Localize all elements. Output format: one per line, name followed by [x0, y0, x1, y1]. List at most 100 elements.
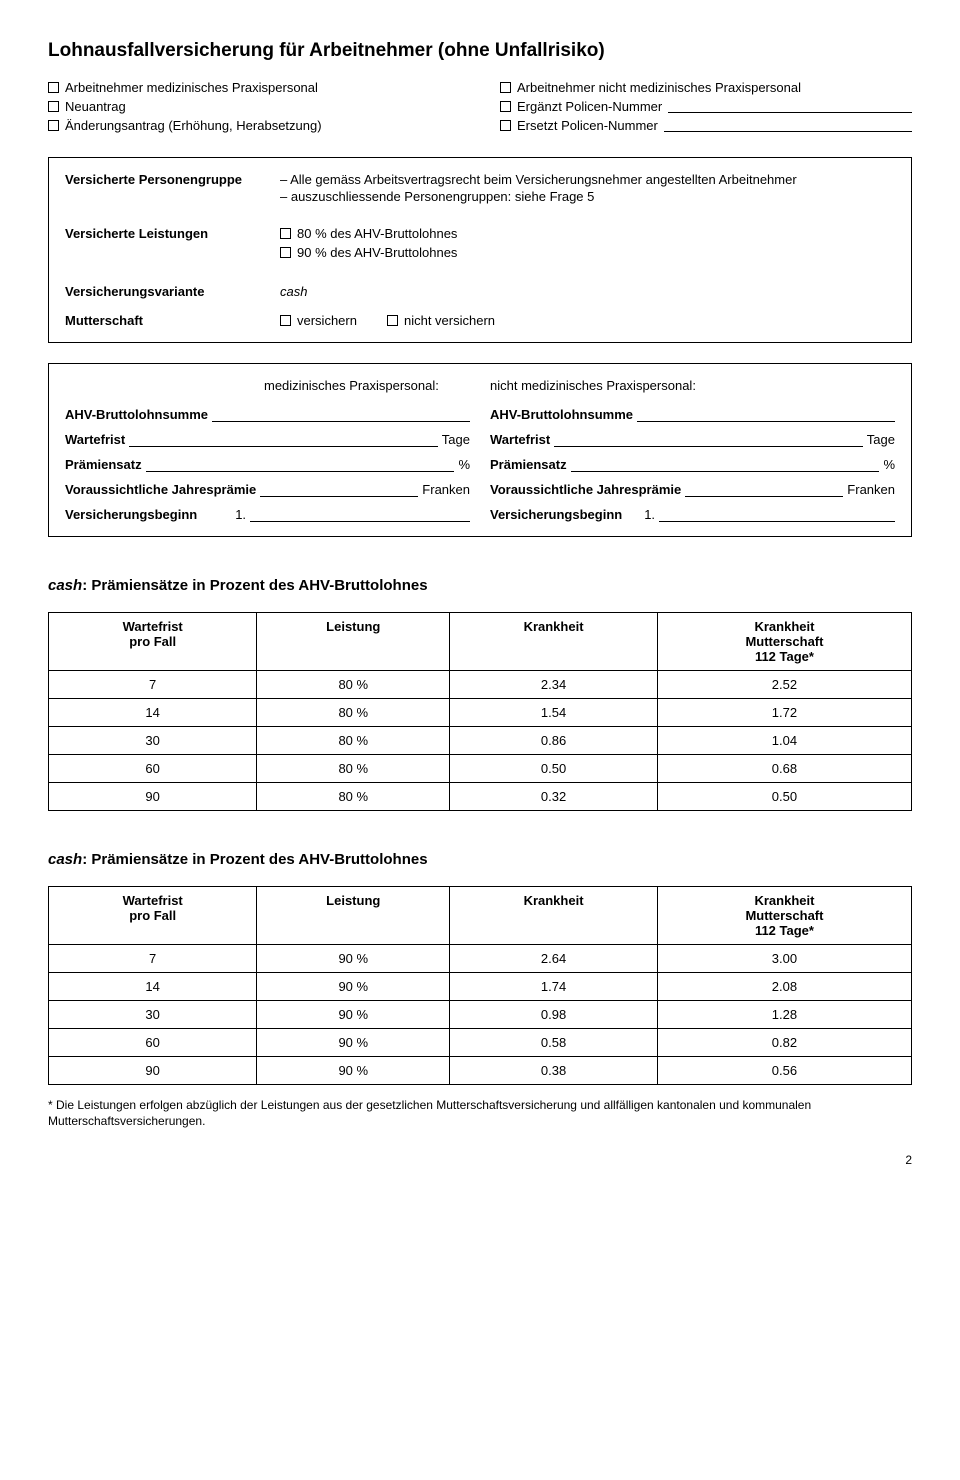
- table-row: 1480 %1.541.72: [49, 699, 912, 727]
- table-cell: 2.52: [657, 671, 911, 699]
- option-label: Ersetzt Policen-Nummer: [517, 118, 658, 133]
- field-label: Wartefrist: [490, 432, 550, 447]
- checkbox[interactable]: [500, 101, 511, 112]
- table-cell: 0.68: [657, 755, 911, 783]
- table-cell: 0.58: [450, 1029, 658, 1057]
- table-cell: 90 %: [257, 1057, 450, 1085]
- unit-label: Tage: [867, 432, 895, 447]
- th: Wartefristpro Fall: [49, 613, 257, 671]
- option-label: 90 % des AHV-Bruttolohnes: [297, 245, 457, 260]
- option-label: versichern: [297, 313, 357, 328]
- table-cell: 90: [49, 1057, 257, 1085]
- table-row: 790 %2.643.00: [49, 945, 912, 973]
- table-row: 6090 %0.580.82: [49, 1029, 912, 1057]
- table-cell: 90: [49, 783, 257, 811]
- table-cell: 80 %: [257, 727, 450, 755]
- checkbox[interactable]: [48, 101, 59, 112]
- field-value: cash: [280, 284, 895, 299]
- table-cell: 1.74: [450, 973, 658, 1001]
- table-cell: 0.50: [657, 783, 911, 811]
- table-cell: 2.64: [450, 945, 658, 973]
- field-label: Voraussichtliche Jahresprämie: [490, 482, 681, 497]
- table-cell: 1.04: [657, 727, 911, 755]
- checkbox[interactable]: [280, 315, 291, 326]
- table-cell: 2.34: [450, 671, 658, 699]
- th: Wartefristpro Fall: [49, 887, 257, 945]
- page-title: Lohnausfallversicherung für Arbeitnehmer…: [48, 40, 912, 62]
- checkbox[interactable]: [500, 82, 511, 93]
- table-cell: 3.00: [657, 945, 911, 973]
- details-box-1: Versicherte Personengruppe – Alle gemäss…: [48, 157, 912, 343]
- field-label: AHV-Bruttolohnsumme: [490, 407, 633, 422]
- input-line[interactable]: [664, 119, 912, 132]
- page-number: 2: [48, 1153, 912, 1167]
- checkbox[interactable]: [280, 228, 291, 239]
- unit-label: Franken: [847, 482, 895, 497]
- table-row: 9090 %0.380.56: [49, 1057, 912, 1085]
- field-label: Prämiensatz: [65, 457, 142, 472]
- table-row: 3080 %0.861.04: [49, 727, 912, 755]
- field-label: Versicherungsbeginn: [490, 507, 622, 522]
- table-cell: 90 %: [257, 945, 450, 973]
- details-box-2: medizinisches Praxispersonal: AHV-Brutto…: [48, 363, 912, 537]
- table-cell: 0.98: [450, 1001, 658, 1029]
- input-line[interactable]: [668, 100, 912, 113]
- input-line[interactable]: [554, 434, 863, 447]
- field-label: Versicherungsbeginn: [65, 507, 197, 522]
- input-line[interactable]: [260, 484, 418, 497]
- table-cell: 0.32: [450, 783, 658, 811]
- input-line[interactable]: [212, 409, 470, 422]
- table-cell: 60: [49, 1029, 257, 1057]
- checkbox[interactable]: [48, 120, 59, 131]
- th: KrankheitMutterschaft112 Tage*: [657, 613, 911, 671]
- table-cell: 7: [49, 945, 257, 973]
- table-cell: 90 %: [257, 1001, 450, 1029]
- input-line[interactable]: [250, 509, 470, 522]
- input-line[interactable]: [637, 409, 895, 422]
- table-cell: 0.86: [450, 727, 658, 755]
- input-line[interactable]: [659, 509, 895, 522]
- rates-table-80: Wartefristpro Fall Leistung Krankheit Kr…: [48, 612, 912, 811]
- table-row: 3090 %0.981.28: [49, 1001, 912, 1029]
- unit-label: Franken: [422, 482, 470, 497]
- prefix-label: 1.: [644, 507, 655, 522]
- th: KrankheitMutterschaft112 Tage*: [657, 887, 911, 945]
- table-cell: 30: [49, 1001, 257, 1029]
- rates-table-90: Wartefristpro Fall Leistung Krankheit Kr…: [48, 886, 912, 1085]
- prefix-label: 1.: [235, 507, 246, 522]
- table-cell: 80 %: [257, 699, 450, 727]
- top-options: Arbeitnehmer medizinisches Praxispersona…: [48, 80, 912, 137]
- option-label: Arbeitnehmer nicht medizinisches Praxisp…: [517, 80, 801, 95]
- table-cell: 90 %: [257, 1029, 450, 1057]
- field-label: Prämiensatz: [490, 457, 567, 472]
- table-cell: 80 %: [257, 671, 450, 699]
- table-cell: 1.72: [657, 699, 911, 727]
- section-title: cash: Prämiensätze in Prozent des AHV-Br…: [48, 851, 912, 868]
- field-label: Mutterschaft: [65, 313, 260, 328]
- field-label: Voraussichtliche Jahresprämie: [65, 482, 256, 497]
- field-label: Versicherungsvariante: [65, 284, 260, 299]
- th: Leistung: [257, 613, 450, 671]
- checkbox[interactable]: [500, 120, 511, 131]
- table-row: 6080 %0.500.68: [49, 755, 912, 783]
- table-cell: 30: [49, 727, 257, 755]
- input-line[interactable]: [146, 459, 455, 472]
- table-row: 780 %2.342.52: [49, 671, 912, 699]
- input-line[interactable]: [571, 459, 880, 472]
- checkbox[interactable]: [280, 247, 291, 258]
- option-label: Änderungsantrag (Erhöhung, Herabsetzung): [65, 118, 322, 133]
- field-label: AHV-Bruttolohnsumme: [65, 407, 208, 422]
- table-cell: 0.56: [657, 1057, 911, 1085]
- option-label: Neuantrag: [65, 99, 126, 114]
- text-line: – Alle gemäss Arbeitsvertragsrecht beim …: [280, 172, 895, 187]
- input-line[interactable]: [685, 484, 843, 497]
- input-line[interactable]: [129, 434, 438, 447]
- table-cell: 80 %: [257, 755, 450, 783]
- checkbox[interactable]: [48, 82, 59, 93]
- column-header: medizinisches Praxispersonal:: [264, 378, 439, 393]
- table-cell: 0.82: [657, 1029, 911, 1057]
- table-cell: 0.50: [450, 755, 658, 783]
- field-label: Versicherte Leistungen: [65, 226, 260, 264]
- checkbox[interactable]: [387, 315, 398, 326]
- field-label: Versicherte Personengruppe: [65, 172, 260, 206]
